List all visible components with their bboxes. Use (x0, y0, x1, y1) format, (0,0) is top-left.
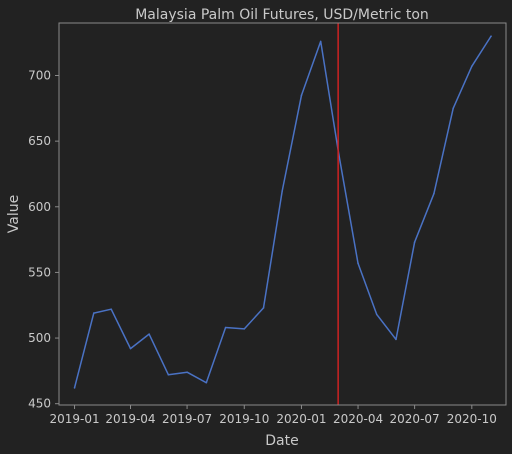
data-point (186, 371, 188, 373)
x-tick-label: 2020-01 (276, 412, 326, 426)
y-tick-label: 500 (28, 331, 51, 345)
data-point (148, 333, 150, 335)
x-tick-label: 2020-07 (390, 412, 440, 426)
data-point (93, 312, 95, 314)
data-point (262, 307, 265, 309)
data-point (110, 308, 113, 310)
data-point (375, 313, 378, 316)
data-point (471, 65, 473, 68)
x-tick-label: 2019-07 (162, 412, 212, 426)
data-point (243, 328, 246, 330)
x-axis: 2019-01 2019-04 2019-07 2019-10 2020-01 2020-… (49, 405, 497, 426)
data-point (319, 40, 322, 43)
data-point (433, 192, 435, 195)
axes-frame (58, 22, 507, 406)
series-line (73, 35, 492, 389)
data-point (357, 262, 359, 265)
data-point (129, 347, 132, 350)
y-tick-label: 450 (28, 397, 51, 411)
x-tick-label: 2020-10 (447, 412, 497, 426)
data-point (224, 326, 227, 329)
y-tick-label: 700 (28, 69, 51, 83)
data-point (205, 381, 208, 384)
data-point (281, 190, 283, 192)
data-point (395, 338, 397, 341)
data-point (413, 241, 416, 244)
chart-title: Malaysia Palm Oil Futures, USD/Metric to… (135, 7, 429, 23)
data-point (300, 94, 303, 96)
x-axis-label: Date (265, 433, 298, 449)
data-point (73, 387, 76, 389)
x-tick-label: 2020-04 (333, 412, 383, 426)
plot-area (73, 23, 492, 405)
x-tick-label: 2019-10 (219, 412, 269, 426)
y-tick-label: 600 (28, 200, 51, 214)
data-point (490, 35, 492, 37)
y-axis: 450 500 550 600 650 700 (28, 69, 59, 411)
data-point (167, 374, 170, 376)
x-tick-label: 2019-04 (105, 412, 155, 426)
y-tick-label: 650 (28, 134, 51, 148)
x-tick-label: 2019-01 (49, 412, 99, 426)
y-axis-label: Value (6, 195, 22, 233)
y-tick-label: 550 (28, 265, 51, 279)
data-point (452, 107, 454, 110)
